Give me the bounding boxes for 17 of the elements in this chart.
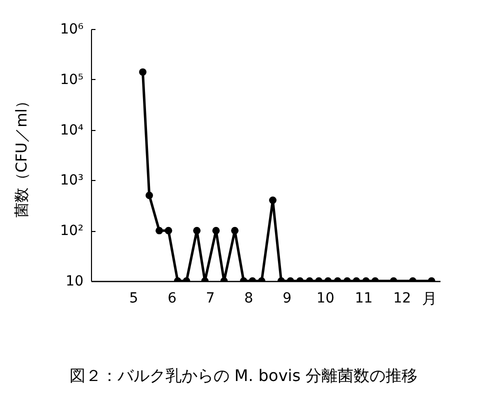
y-tick-label: 10⁵ — [60, 72, 84, 88]
x-tick-label: 8 — [244, 290, 254, 306]
x-tick-label: 5 — [129, 290, 138, 306]
x-axis-title: 月 — [422, 290, 437, 308]
text: 図２：バルク乳からの M. bovis 分離菌数の推移 — [69, 366, 418, 385]
x-tick-label: 6 — [168, 290, 177, 306]
x-tick-label: 10 — [316, 290, 334, 306]
x-tick-label: 11 — [354, 290, 373, 306]
y-axis-title: 菌数（CFU／ml） — [12, 94, 30, 218]
x-tick-label: 12 — [393, 290, 412, 306]
y-tick-label: 10³ — [60, 172, 84, 189]
y-tick-label: 10² — [60, 223, 84, 240]
y-tick-label: 10⁶ — [60, 22, 84, 38]
x-tick-label: 9 — [282, 290, 292, 306]
x-tick-label: 7 — [206, 290, 215, 306]
y-tick-label: 10⁴ — [60, 122, 84, 138]
y-tick-label: 10 — [66, 274, 84, 290]
